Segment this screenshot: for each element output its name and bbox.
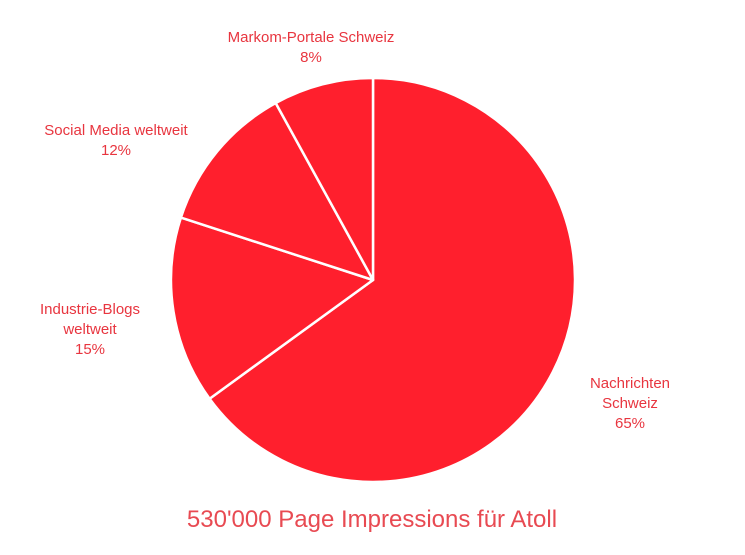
pie-slice-4 [274,76,375,282]
slice-value-label: 15% [75,341,105,358]
slice-name-line: weltweit [62,321,117,338]
slice-name-line: Markom-Portale Schweiz [228,29,395,46]
slice-value-label: 12% [101,142,131,159]
slice-name-line: Social Media weltweit [44,122,188,139]
pie-slice-1 [208,76,577,484]
slice-value-label: 8% [300,49,322,66]
slice-labels: Nachrichten Schweiz 65% Industrie-Blogs welt… [40,29,670,432]
chart-title: 530'000 Page Impressions für Atoll [187,506,557,533]
slice-name-line: Industrie-Blogs [40,301,140,318]
pie-slices [169,76,577,484]
slice-label-4: Markom-Portale Schweiz 8% [228,29,395,66]
slice-label-2: Industrie-Blogs weltweit 15% [40,301,140,358]
slice-label-1: Nachrichten Schweiz 65% [590,375,670,432]
pie-slice-2 [169,216,375,400]
slice-name-line: Nachrichten [590,375,670,392]
pie-slice-3 [179,101,375,282]
slice-label-3: Social Media weltweit 12% [44,122,188,159]
slice-value-label: 65% [615,415,645,432]
slice-name-line: Schweiz [602,395,658,412]
